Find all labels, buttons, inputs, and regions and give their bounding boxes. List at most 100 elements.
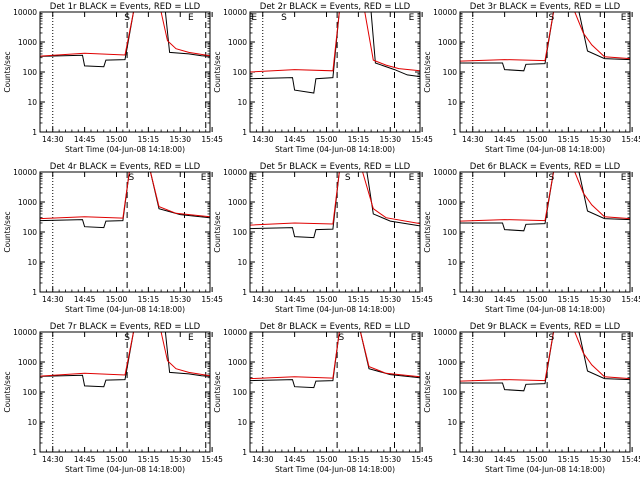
event-marker-label: E bbox=[201, 173, 207, 183]
event-marker-label: E bbox=[188, 333, 194, 343]
panel-title: Det 2r BLACK = Events, RED = LLD bbox=[260, 2, 411, 12]
panel-5: Det 5r BLACK = Events, RED = LLD 1 10 100 10… bbox=[213, 162, 433, 314]
x-tick-label: 14:30 bbox=[42, 295, 64, 304]
plot-frame bbox=[249, 11, 421, 133]
plot-frame bbox=[249, 331, 421, 453]
x-axis-label: Start Time (04-Jun-08 14:18:00) bbox=[275, 465, 395, 474]
x-tick-label: 15:00 bbox=[106, 135, 128, 144]
panel-8: Det 8r BLACK = Events, RED = LLD 1 10 100 10… bbox=[213, 322, 433, 474]
y-axis-label: Counts/sec bbox=[3, 211, 12, 252]
x-tick-label: 14:45 bbox=[284, 135, 306, 144]
y-tick-label: 10 bbox=[447, 98, 457, 107]
x-tick-label: 15:45 bbox=[621, 455, 640, 464]
y-tick-label: 1 bbox=[32, 128, 37, 137]
event-marker-label: E bbox=[188, 13, 194, 23]
event-marker-label: S bbox=[549, 13, 555, 23]
y-tick-label: 1000 bbox=[18, 38, 37, 47]
x-tick-label: 15:30 bbox=[169, 135, 191, 144]
y-tick-label: 10000 bbox=[13, 168, 37, 177]
y-tick-label: 1 bbox=[242, 288, 247, 297]
x-tick-label: 14:45 bbox=[494, 455, 516, 464]
panel-6: Det 6r BLACK = Events, RED = LLD 1 10 100 10… bbox=[423, 162, 640, 314]
plot-frame bbox=[39, 171, 211, 293]
panel-title: Det 6r BLACK = Events, RED = LLD bbox=[470, 162, 621, 172]
x-tick-label: 15:45 bbox=[201, 135, 223, 144]
events-series-line bbox=[460, 172, 630, 232]
events-series-line bbox=[250, 332, 420, 389]
event-marker-label: S bbox=[281, 13, 287, 23]
y-tick-label: 10 bbox=[447, 258, 457, 267]
y-tick-label: 10000 bbox=[433, 168, 457, 177]
y-tick-label: 100 bbox=[23, 68, 38, 77]
y-tick-label: 1 bbox=[242, 448, 247, 457]
event-marker-label: S bbox=[549, 173, 555, 183]
y-tick-label: 1000 bbox=[228, 358, 247, 367]
y-tick-label: 10 bbox=[237, 98, 247, 107]
panel-title: Det 7r BLACK = Events, RED = LLD bbox=[50, 322, 201, 332]
panel-title: Det 8r BLACK = Events, RED = LLD bbox=[260, 322, 411, 332]
y-tick-label: 1 bbox=[452, 128, 457, 137]
y-tick-label: 100 bbox=[443, 388, 458, 397]
x-tick-label: 14:45 bbox=[284, 455, 306, 464]
lld-series-line bbox=[460, 12, 630, 62]
x-axis-label: Start Time (04-Jun-08 14:18:00) bbox=[65, 305, 185, 314]
x-tick-label: 15:15 bbox=[348, 455, 370, 464]
y-tick-label: 10 bbox=[27, 418, 37, 427]
y-axis-label: Counts/sec bbox=[3, 371, 12, 412]
y-tick-label: 10000 bbox=[13, 8, 37, 17]
lld-series-line bbox=[250, 172, 420, 226]
event-marker-label: S bbox=[345, 173, 351, 183]
lld-series-line bbox=[460, 332, 630, 382]
x-tick-label: 15:00 bbox=[106, 295, 128, 304]
panel-4: Det 4r BLACK = Events, RED = LLD 1 10 100 10… bbox=[3, 162, 223, 314]
event-marker-label: E bbox=[251, 13, 257, 23]
y-tick-label: 1 bbox=[32, 288, 37, 297]
x-tick-label: 15:45 bbox=[201, 295, 223, 304]
x-axis-label: Start Time (04-Jun-08 14:18:00) bbox=[65, 145, 185, 154]
x-tick-label: 14:45 bbox=[284, 295, 306, 304]
y-tick-label: 1 bbox=[32, 448, 37, 457]
x-axis-label: Start Time (04-Jun-08 14:18:00) bbox=[485, 145, 605, 154]
y-tick-label: 10000 bbox=[223, 168, 247, 177]
y-tick-label: 1000 bbox=[228, 198, 247, 207]
event-marker-label: S bbox=[339, 333, 345, 343]
x-tick-label: 15:30 bbox=[379, 135, 401, 144]
x-tick-label: 15:45 bbox=[621, 135, 640, 144]
x-tick-label: 15:15 bbox=[138, 455, 160, 464]
y-tick-label: 10000 bbox=[223, 8, 247, 17]
panel-1: Det 1r BLACK = Events, RED = LLD 1 10 100 10… bbox=[3, 2, 223, 154]
y-tick-label: 100 bbox=[443, 228, 458, 237]
x-tick-label: 15:15 bbox=[348, 295, 370, 304]
panel-title: Det 9r BLACK = Events, RED = LLD bbox=[470, 322, 621, 332]
y-axis-label: Counts/sec bbox=[213, 371, 222, 412]
y-tick-label: 10 bbox=[237, 258, 247, 267]
x-tick-label: 15:00 bbox=[316, 455, 338, 464]
x-tick-label: 15:15 bbox=[558, 295, 580, 304]
panel-3: Det 3r BLACK = Events, RED = LLD 1 10 100 10… bbox=[423, 2, 640, 154]
x-tick-label: 15:15 bbox=[558, 135, 580, 144]
lld-series-line bbox=[40, 12, 210, 57]
x-tick-label: 14:30 bbox=[462, 295, 484, 304]
y-tick-label: 1000 bbox=[18, 358, 37, 367]
y-axis-label: Counts/sec bbox=[423, 211, 432, 252]
event-marker-label: S bbox=[549, 333, 555, 343]
x-tick-label: 15:15 bbox=[558, 455, 580, 464]
x-tick-label: 15:45 bbox=[411, 455, 433, 464]
x-tick-label: 15:00 bbox=[106, 455, 128, 464]
y-tick-label: 10000 bbox=[13, 328, 37, 337]
event-marker-label: E bbox=[411, 333, 417, 343]
event-marker-label: S bbox=[129, 173, 135, 183]
panel-2: Det 2r BLACK = Events, RED = LLD 1 10 100 10… bbox=[213, 2, 433, 154]
panel-9: Det 9r BLACK = Events, RED = LLD 1 10 100 10… bbox=[423, 322, 640, 474]
x-axis-label: Start Time (04-Jun-08 14:18:00) bbox=[485, 465, 605, 474]
x-tick-label: 14:30 bbox=[252, 455, 274, 464]
y-tick-label: 10000 bbox=[433, 8, 457, 17]
y-tick-label: 100 bbox=[23, 228, 38, 237]
events-series-line bbox=[460, 332, 630, 392]
plot-frame bbox=[39, 11, 211, 133]
x-tick-label: 14:30 bbox=[42, 135, 64, 144]
x-tick-label: 15:30 bbox=[589, 295, 611, 304]
x-axis-label: Start Time (04-Jun-08 14:18:00) bbox=[65, 465, 185, 474]
plot-frame bbox=[459, 331, 631, 453]
